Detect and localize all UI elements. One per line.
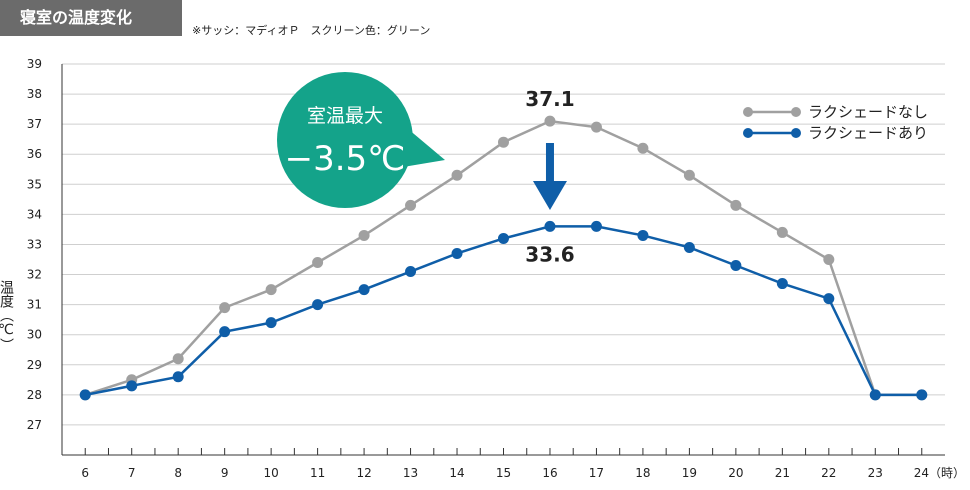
data-point-1	[544, 115, 556, 127]
x-tick-label: 11	[310, 466, 325, 480]
data-point-1	[172, 353, 184, 365]
data-point-2	[776, 278, 788, 290]
data-point-2	[544, 220, 556, 232]
x-tick-label: 8	[174, 466, 182, 480]
legend-marker-2	[743, 128, 753, 138]
data-point-2	[358, 284, 370, 296]
data-point-1	[265, 284, 277, 296]
y-tick-label: 35	[27, 177, 42, 191]
data-point-1	[683, 169, 695, 181]
data-point-1	[405, 199, 417, 211]
x-tick-label: 20	[728, 466, 743, 480]
data-point-2	[916, 389, 928, 401]
y-tick-label: 36	[27, 147, 42, 161]
arrow-head	[532, 181, 567, 210]
series-line-2	[84, 225, 922, 397]
y-axis-label: 温度（℃）	[0, 280, 14, 352]
data-point-2	[405, 266, 417, 278]
callout-title: 室温最大	[307, 105, 383, 127]
x-tick-label: 18	[635, 466, 650, 480]
data-point-2	[312, 299, 324, 311]
x-tick-label: 12	[356, 466, 371, 480]
peak-label-bottom: 33.6	[525, 242, 574, 266]
data-point-1	[776, 226, 788, 238]
arrow-shaft	[545, 143, 554, 183]
y-tick-label: 28	[27, 388, 42, 402]
data-point-2	[219, 326, 231, 338]
y-tick-label: 32	[27, 268, 42, 282]
x-tick-label: 16	[542, 466, 557, 480]
data-point-2	[730, 260, 742, 272]
data-point-1	[637, 142, 649, 154]
peak-label-top: 37.1	[525, 87, 574, 111]
data-point-2	[823, 293, 835, 305]
y-tick-label: 27	[27, 418, 42, 432]
callout-value: −3.5℃	[285, 139, 406, 179]
data-point-1	[312, 257, 324, 269]
x-tick-label: 23	[868, 466, 883, 480]
chart-title: 寝室の温度変化	[0, 0, 182, 36]
callout-bubble	[277, 72, 413, 208]
legend-label-1: ラクシェードなし	[808, 103, 928, 121]
data-point-1	[590, 121, 602, 133]
series-line-1	[84, 119, 922, 397]
legend-label-2: ラクシェードあり	[808, 124, 928, 142]
data-point-2	[126, 380, 138, 392]
data-point-2	[265, 317, 277, 329]
y-tick-label: 38	[27, 87, 42, 101]
x-tick-label: 22	[821, 466, 836, 480]
data-point-2	[451, 247, 463, 259]
x-tick-label: 9	[221, 466, 229, 480]
data-point-2	[498, 232, 509, 244]
data-point-1	[730, 199, 742, 211]
y-tick-label: 39	[27, 57, 42, 71]
y-tick-label: 31	[27, 298, 42, 312]
x-tick-label: 10	[263, 466, 278, 480]
data-point-1	[358, 229, 370, 241]
y-tick-label: 37	[27, 117, 42, 131]
y-tick-label: 30	[27, 328, 42, 342]
y-tick-label: 34	[27, 207, 42, 221]
y-tick-label: 33	[27, 237, 42, 251]
x-tick-label: 21	[775, 466, 790, 480]
data-point-2	[637, 229, 649, 241]
data-point-1	[219, 302, 231, 314]
x-tick-label: 24（時）	[914, 466, 965, 480]
data-point-2	[683, 241, 695, 253]
legend-marker-1	[791, 107, 801, 117]
chart-note: ※サッシ：マディオＰ スクリーン色：グリーン	[192, 24, 431, 37]
data-point-1	[823, 254, 835, 265]
data-point-2	[172, 371, 184, 383]
x-tick-label: 14	[449, 466, 464, 480]
legend-marker-2	[791, 128, 801, 138]
data-point-2	[79, 389, 91, 401]
data-point-2	[590, 220, 602, 232]
data-point-2	[869, 389, 881, 401]
data-point-1	[498, 136, 509, 148]
x-tick-label: 6	[81, 466, 89, 480]
x-tick-label: 17	[589, 466, 604, 480]
x-tick-label: 7	[128, 466, 136, 480]
x-tick-label: 19	[682, 466, 697, 480]
x-tick-label: 15	[496, 466, 511, 480]
legend-marker-1	[743, 107, 753, 117]
data-point-1	[451, 169, 463, 181]
x-tick-label: 13	[403, 466, 418, 480]
y-tick-label: 29	[27, 358, 42, 372]
